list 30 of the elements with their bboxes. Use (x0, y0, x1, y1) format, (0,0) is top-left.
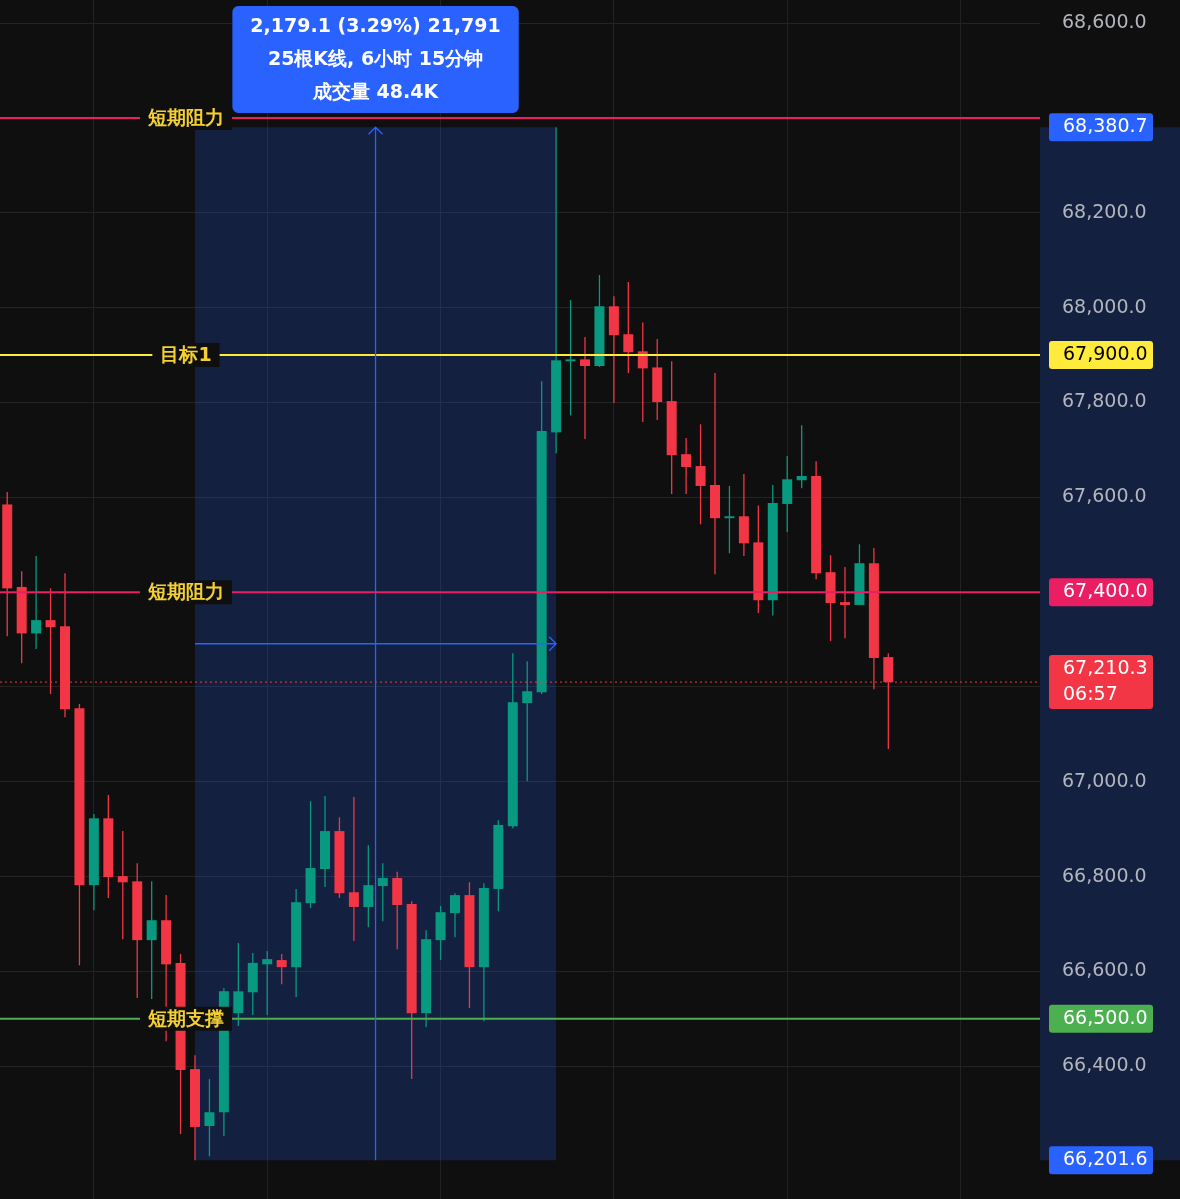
y-tick-label: 68,200.0 (1062, 199, 1147, 222)
y-tick-label: 66,800.0 (1062, 863, 1147, 886)
candlestick (724, 485, 735, 554)
candlestick (840, 566, 850, 639)
y-tick-label: 66,600.0 (1062, 958, 1147, 981)
candlestick (796, 424, 807, 489)
annotation: 25根K线, 6小时 15分钟 (267, 46, 484, 69)
y-tick-label: 66,400.0 (1062, 1053, 1147, 1076)
annotation: 成交量 48.4K (311, 79, 440, 102)
ref-line-label: 短期阻力 (147, 105, 224, 128)
annotation: 2,179.1 (3.29%) 21,791 (250, 13, 501, 36)
y-tick-label: 67,210.3 06:57 (1063, 656, 1148, 705)
candlestick (681, 437, 692, 495)
candlestick (695, 423, 706, 526)
y-tick-label: 68,000.0 (1062, 294, 1147, 317)
candlestick (31, 555, 42, 650)
candlestick (623, 281, 634, 374)
y-tick-label: 66,201.6 (1063, 1147, 1148, 1170)
candlestick (580, 336, 590, 440)
y-tick-label: 67,900.0 (1063, 342, 1148, 365)
candlestick (146, 880, 157, 1000)
y-tick-label: 67,800.0 (1062, 389, 1147, 412)
y-tick-label: 67,000.0 (1062, 768, 1147, 791)
y-tick-label: 68,380.7 (1063, 114, 1148, 137)
y-tick-label: 67,600.0 (1062, 484, 1147, 507)
candlestick (117, 830, 128, 940)
y-tick-label: 68,600.0 (1062, 10, 1147, 33)
candlestick (565, 299, 576, 416)
y-tick-label: 67,400.0 (1063, 579, 1148, 602)
y-tick-label: 66,500.0 (1063, 1005, 1148, 1028)
